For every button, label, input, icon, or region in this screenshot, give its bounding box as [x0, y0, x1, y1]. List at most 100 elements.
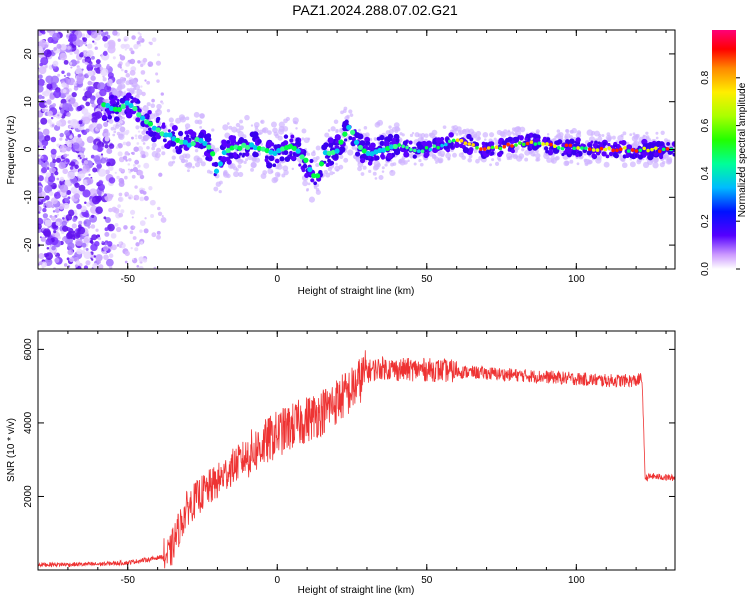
- spectrogram-noise-dot: [52, 234, 55, 237]
- spectrogram-core-dot: [198, 131, 205, 138]
- spectrogram-noise-dot: [56, 43, 62, 50]
- spectrogram-ridge-dot: [626, 149, 631, 153]
- spectrogram-halo-dot: [458, 132, 462, 136]
- spectrogram-halo-dot: [550, 159, 555, 163]
- spectrogram-noise-dot: [161, 101, 164, 105]
- spectrogram-core-dot: [557, 141, 562, 145]
- spectrogram-halo-dot: [166, 108, 171, 113]
- spectrogram-ridge-dot: [315, 173, 321, 179]
- spectrogram-noise-dot: [52, 60, 59, 67]
- spectrogram-noise-dot: [119, 66, 122, 69]
- spectrogram-noise-dot: [94, 46, 98, 50]
- spectrogram-halo-dot: [301, 128, 307, 134]
- spectrogram-halo-dot: [250, 162, 257, 169]
- spectrogram-noise-dot: [125, 159, 128, 162]
- spectrogram-halo-dot: [194, 162, 201, 168]
- spectrogram-halo-dot: [381, 166, 385, 170]
- spectrogram-core-dot: [184, 130, 189, 135]
- spectrogram-noise-dot: [104, 85, 112, 93]
- spectrogram-core-dot: [605, 154, 610, 159]
- spectrogram-noise-dot: [38, 74, 43, 80]
- spectrogram-noise-dot: [105, 258, 114, 267]
- spectrogram-noise-dot: [61, 220, 68, 227]
- spectrogram-noise-dot: [147, 61, 154, 67]
- spectrogram-noise-dot: [62, 216, 65, 220]
- spectrogram-halo-dot: [332, 171, 336, 175]
- spectrogram-noise-dot: [87, 80, 93, 86]
- spectrogram-halo-dot: [536, 157, 541, 162]
- spectrogram-halo-dot: [213, 186, 219, 192]
- spectrogram-noise-dot: [104, 136, 110, 142]
- spectrogram-noise-dot: [93, 67, 98, 71]
- spectrogram-noise-dot: [63, 59, 69, 65]
- spectrogram-halo-dot: [250, 167, 254, 172]
- spectrogram-halo-dot: [564, 135, 568, 139]
- spectrogram-noise-dot: [76, 248, 83, 255]
- spectrogram-core-dot: [289, 138, 294, 143]
- spectrogram-noise-dot: [137, 164, 141, 168]
- spectrogram-noise-dot: [59, 176, 65, 182]
- spectrogram-noise-dot: [142, 258, 148, 263]
- spectrogram-noise-dot: [38, 217, 44, 226]
- spectrogram-noise-dot: [124, 191, 130, 197]
- spectrogram-ridge-dot: [615, 148, 619, 153]
- spectrogram-core-dot: [146, 116, 150, 120]
- spectrogram-core-dot: [571, 149, 577, 156]
- spectrogram-noise-dot: [140, 63, 144, 68]
- spectrogram-noise-dot: [124, 260, 128, 264]
- spectrogram-halo-dot: [307, 182, 311, 186]
- spectrogram-noise-dot: [125, 73, 131, 78]
- spectrogram-core-dot: [359, 157, 366, 164]
- spectrogram-noise-dot: [127, 168, 130, 171]
- spectrogram-ridge-dot: [603, 147, 608, 152]
- spectrogram-ridge-dot: [533, 142, 538, 146]
- spectrogram-halo-dot: [629, 133, 633, 137]
- spectrogram-ridge-dot: [502, 144, 507, 149]
- spectrogram-noise-dot: [132, 236, 137, 240]
- spectrogram-ridge-dot: [175, 137, 181, 143]
- spectrogram-ridge-dot: [564, 143, 569, 148]
- spectrogram-core-dot: [641, 138, 648, 146]
- spectrogram-noise-dot: [73, 86, 79, 91]
- spectrogram-halo-dot: [185, 116, 190, 121]
- spectrogram-noise-dot: [103, 216, 107, 220]
- spectrogram-noise-dot: [69, 125, 73, 129]
- spectrogram-noise-dot: [139, 229, 143, 233]
- spectrogram-noise-dot: [61, 70, 65, 74]
- spectrogram-halo-dot: [645, 131, 649, 135]
- spectrogram-halo-dot: [206, 169, 211, 174]
- spectrogram-noise-dot: [104, 217, 111, 224]
- spectrogram-noise-dot: [74, 212, 78, 216]
- spectrogram-ridge-dot: [291, 145, 297, 151]
- spectrogram-core-dot: [658, 146, 663, 151]
- spectrogram-halo-dot: [336, 168, 339, 172]
- spectrogram-ridge-dot: [510, 144, 514, 148]
- spectrogram-noise-dot: [66, 72, 71, 77]
- spectrogram-halo-dot: [231, 126, 238, 133]
- spectrogram-noise-dot: [88, 201, 91, 204]
- spectrogram-halo-dot: [451, 125, 455, 130]
- spectrogram-core-dot: [199, 145, 204, 150]
- spectrogram-noise-dot: [134, 247, 139, 252]
- spectrogram-noise-dot: [52, 210, 56, 213]
- spectrogram-noise-dot: [116, 175, 120, 180]
- spectrogram-noise-dot: [57, 73, 61, 77]
- spectrogram-noise-dot: [38, 94, 43, 100]
- spectrogram-noise-dot: [148, 186, 153, 191]
- snr-y-tick-label: 4000: [23, 411, 34, 434]
- spectrogram-noise-dot: [59, 132, 64, 138]
- spectrogram-ridge-dot: [556, 146, 561, 150]
- spectrogram-halo-dot: [215, 181, 222, 187]
- spectrogram-noise-dot: [42, 228, 51, 237]
- spectrogram-noise-dot: [123, 225, 128, 230]
- spectrogram-halo-dot: [594, 130, 601, 137]
- spectrogram-core-dot: [116, 98, 120, 103]
- spectrogram-noise-dot: [76, 73, 85, 82]
- spectrogram-halo-dot: [588, 159, 593, 164]
- spectrogram-noise-dot: [78, 220, 83, 225]
- spectrogram-halo-dot: [368, 169, 372, 173]
- spectrogram-noise-dot: [104, 31, 109, 35]
- spectrogram-noise-dot: [38, 78, 46, 87]
- spectrogram-core-dot: [497, 151, 503, 157]
- spectrogram-noise-dot: [73, 209, 77, 213]
